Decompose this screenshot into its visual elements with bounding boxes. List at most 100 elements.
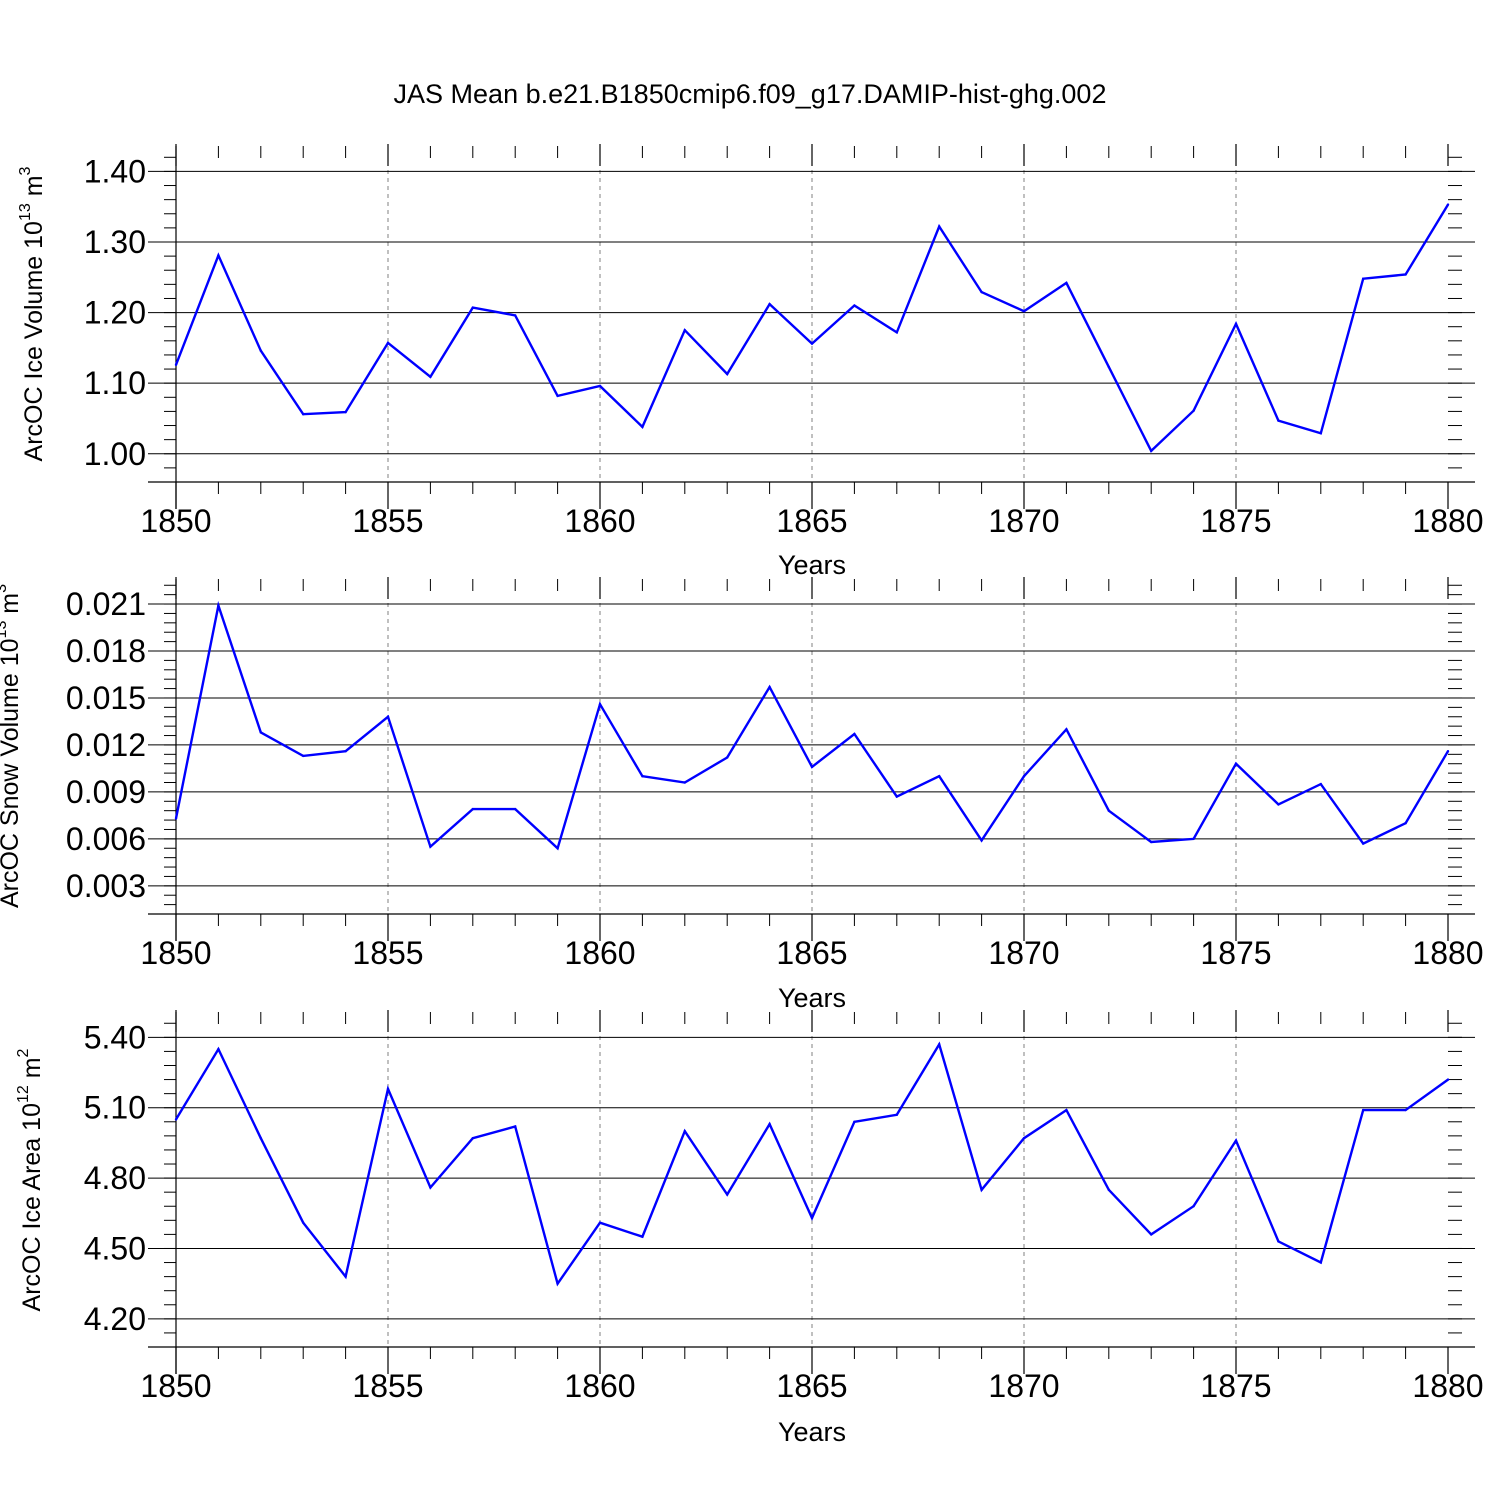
y-tick-label: 4.20 <box>84 1301 146 1337</box>
y-tick-label: 0.012 <box>66 727 146 763</box>
data-point <box>217 254 220 257</box>
data-point <box>471 306 474 309</box>
x-tick-label: 1850 <box>140 935 211 971</box>
data-point <box>980 1188 983 1192</box>
y-tick-label: 0.015 <box>66 680 146 716</box>
panel-2: 0.003 0.006 0.009 0.012 0.015 0.018 0.021 1850 1… <box>0 577 1484 1013</box>
x-tick-label: 1875 <box>1200 503 1271 539</box>
data-point <box>1446 203 1450 206</box>
x-axis-label: Years <box>778 983 846 1013</box>
data-point <box>768 302 771 306</box>
y-tick-label: 0.003 <box>66 868 146 904</box>
data-point <box>217 604 220 607</box>
data-point <box>302 754 305 758</box>
data-point <box>1319 782 1323 786</box>
data-point <box>1192 409 1195 412</box>
panel-3: 4.20 4.50 4.80 5.10 5.40 1850 1855 1860 1865 1870… <box>15 1010 1484 1447</box>
data-point <box>895 1113 898 1116</box>
data-point <box>1107 809 1111 812</box>
data-point <box>1277 419 1280 422</box>
data-point <box>217 1047 220 1051</box>
y-tick-label: 1.20 <box>84 295 146 331</box>
data-point <box>1277 1240 1280 1243</box>
data-point <box>768 685 771 689</box>
x-tick-label: 1850 <box>140 1368 211 1404</box>
x-tick-label: 1865 <box>776 935 847 971</box>
data-point <box>556 394 559 398</box>
data-point <box>853 1120 856 1123</box>
y-tick-label: 1.00 <box>84 436 146 472</box>
y-tick-label: 0.006 <box>66 821 146 857</box>
x-axis-label: Years <box>778 550 846 580</box>
data-point <box>1065 281 1068 285</box>
chart-panels: 1.00 1.10 1.20 1.30 1.40 1850 1855 1860 1865 1870… <box>0 144 1484 1447</box>
data-point <box>259 349 262 352</box>
data-point <box>598 703 602 706</box>
data-point <box>810 342 814 345</box>
data-point <box>259 1137 262 1140</box>
y-tick-label: 1.30 <box>84 224 146 260</box>
data-point <box>641 1235 644 1238</box>
data-point <box>1404 273 1407 276</box>
data-point <box>556 847 559 850</box>
y-tick-label: 0.009 <box>66 774 146 810</box>
data-point <box>938 775 941 778</box>
data-point <box>259 731 262 734</box>
data-point <box>1234 762 1238 765</box>
data-point <box>1319 432 1323 435</box>
data-point <box>683 781 686 784</box>
data-point <box>980 290 983 294</box>
data-point <box>1192 837 1195 841</box>
x-tick-label: 1860 <box>564 935 635 971</box>
data-point <box>1022 775 1026 778</box>
data-point <box>429 375 432 379</box>
data-point <box>1107 1188 1111 1192</box>
x-tick-label: 1870 <box>988 1368 1059 1404</box>
x-axis-label: Years <box>778 1417 846 1447</box>
x-tick-label: 1865 <box>776 1368 847 1404</box>
data-point <box>1446 749 1450 753</box>
data-point <box>810 1216 814 1220</box>
x-tick-label: 1855 <box>352 503 423 539</box>
data-point <box>1192 1205 1195 1208</box>
x-tick-label: 1865 <box>776 503 847 539</box>
data-point <box>344 1275 347 1278</box>
data-point <box>1362 1108 1365 1112</box>
y-tick-label: 1.10 <box>84 365 146 401</box>
data-point <box>895 331 898 334</box>
x-tick-label: 1880 <box>1412 503 1483 539</box>
data-point <box>726 372 729 376</box>
data-point <box>726 1193 729 1196</box>
chart-title: JAS Mean b.e21.B1850cmip6.f09_g17.DAMIP-… <box>394 79 1107 109</box>
x-tick-label: 1880 <box>1412 1368 1483 1404</box>
data-point <box>386 1087 390 1091</box>
y-tick-label: 0.021 <box>66 586 146 622</box>
data-point <box>1404 1108 1407 1112</box>
y-axis-label: ArcOC Snow Volume 1013 m3 <box>0 584 24 908</box>
y-axis-label: ArcOC Ice Volume 1013 m3 <box>17 166 48 461</box>
data-point <box>1234 322 1238 326</box>
data-point <box>344 410 347 414</box>
data-point <box>302 413 305 416</box>
data-point <box>1404 822 1407 825</box>
data-point <box>174 363 178 367</box>
x-tick-label: 1855 <box>352 935 423 971</box>
data-point <box>726 756 729 759</box>
x-tick-label: 1875 <box>1200 1368 1271 1404</box>
data-point <box>810 765 814 769</box>
data-point <box>556 1282 559 1285</box>
data-point <box>938 225 941 228</box>
data-point <box>1234 1139 1238 1142</box>
y-tick-label: 4.50 <box>84 1230 146 1266</box>
data-point <box>302 1221 305 1224</box>
data-point <box>853 304 856 307</box>
data-point <box>1022 309 1026 313</box>
data-point <box>853 732 856 736</box>
data-point <box>1065 1108 1068 1112</box>
x-tick-label: 1860 <box>564 1368 635 1404</box>
x-tick-label: 1875 <box>1200 935 1271 971</box>
data-point <box>344 749 347 753</box>
y-tick-label: 5.10 <box>84 1090 146 1126</box>
data-point <box>895 795 898 798</box>
